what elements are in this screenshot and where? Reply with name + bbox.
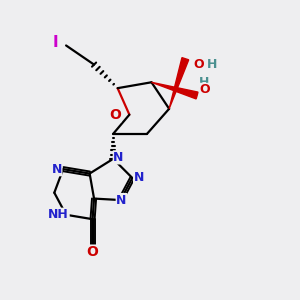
Polygon shape bbox=[169, 58, 189, 109]
Text: H: H bbox=[207, 58, 217, 70]
Text: I: I bbox=[53, 35, 59, 50]
Text: N: N bbox=[113, 151, 124, 164]
Text: O: O bbox=[199, 83, 210, 96]
Text: N: N bbox=[116, 194, 127, 207]
Text: N: N bbox=[52, 163, 62, 176]
Text: H: H bbox=[199, 76, 210, 89]
Text: O: O bbox=[194, 58, 204, 70]
Text: O: O bbox=[87, 245, 98, 259]
Polygon shape bbox=[152, 82, 198, 99]
Text: O: O bbox=[109, 108, 121, 122]
Text: NH: NH bbox=[48, 208, 69, 221]
Text: N: N bbox=[134, 172, 144, 184]
